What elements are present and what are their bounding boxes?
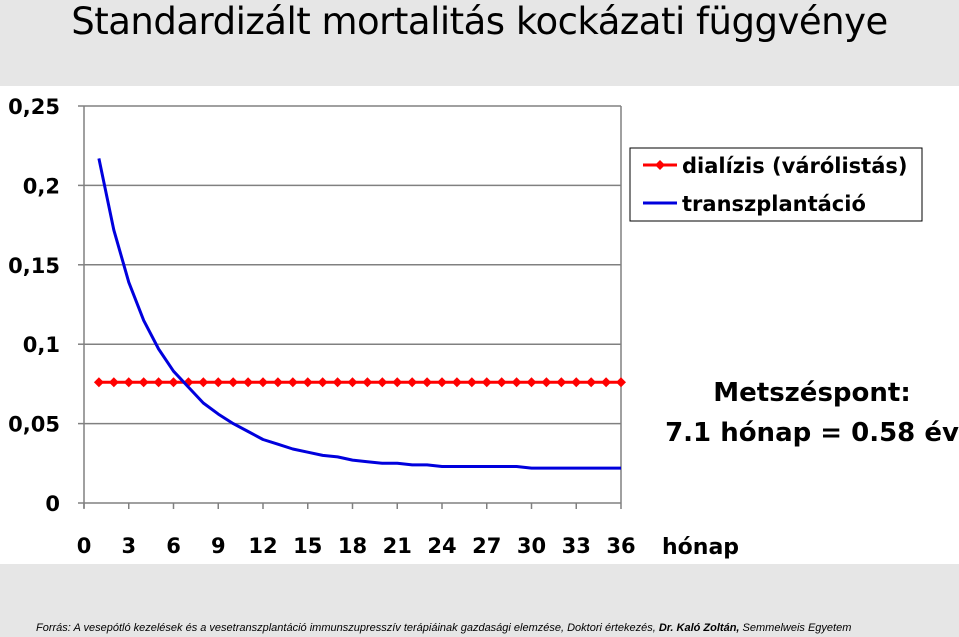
x-tick-label: 3 — [121, 534, 136, 558]
x-tick-label: 21 — [383, 534, 412, 558]
source-citation: Forrás: A vesepótló kezelések és a veset… — [36, 622, 956, 635]
y-tick-label: 0 — [45, 492, 60, 516]
series — [93, 158, 626, 470]
source-citation-text: Forrás: A vesepótló kezelések és a veset… — [36, 622, 659, 634]
data-point-dialysis — [123, 377, 134, 388]
x-tick-label: 9 — [211, 534, 226, 558]
data-point-dialysis — [422, 377, 433, 388]
data-point-dialysis — [481, 377, 492, 388]
data-point-dialysis — [556, 377, 567, 388]
data-point-dialysis — [451, 377, 462, 388]
data-point-dialysis — [108, 377, 119, 388]
data-point-dialysis — [317, 377, 328, 388]
y-tick-label: 0,15 — [8, 254, 60, 278]
axes — [78, 105, 622, 509]
legend-box — [629, 147, 923, 222]
data-point-dialysis — [392, 377, 403, 388]
legend-marker-dialysis — [655, 160, 665, 170]
legend-label-dialysis: dialízis (várólistás) — [682, 154, 907, 178]
x-tick-label: 36 — [606, 534, 635, 558]
x-tick-label: 33 — [562, 534, 591, 558]
data-point-dialysis — [586, 377, 597, 388]
x-tick-label: 30 — [517, 534, 546, 558]
series-line-transplant — [97, 158, 621, 470]
x-tick-label: 27 — [472, 534, 501, 558]
x-tick-label: 6 — [166, 534, 181, 558]
slide-title: Standardizált mortalitás kockázati függv… — [71, 0, 888, 43]
data-point-dialysis — [213, 377, 224, 388]
x-tick-label: 24 — [427, 534, 456, 558]
x-tick-labels: 0 3 6 9 12 15 18 21 24 27 30 33 36 — [77, 534, 636, 558]
data-point-dialysis — [138, 377, 149, 388]
data-point-dialysis — [258, 377, 268, 388]
source-citation-institution: Semmelweis Egyetem — [739, 622, 852, 634]
data-point-dialysis — [571, 377, 582, 388]
legend: dialízis (várólistás) transzplantáció — [629, 147, 923, 222]
y-tick-labels: 0 0,05 0,1 0,15 0,2 0,25 — [8, 95, 60, 516]
data-point-dialysis — [198, 377, 209, 388]
data-point-dialysis — [347, 377, 358, 388]
data-point-dialysis — [526, 377, 537, 388]
data-point-dialysis — [93, 377, 104, 388]
data-point-dialysis — [437, 377, 447, 388]
source-citation-author: Dr. Kaló Zoltán, — [658, 622, 740, 634]
data-point-dialysis — [541, 377, 552, 388]
grid-lines — [84, 105, 621, 425]
data-point-dialysis — [272, 377, 283, 388]
data-point-dialysis — [332, 377, 343, 388]
x-axis-label: hónap — [662, 535, 739, 560]
x-tick-label: 18 — [338, 534, 367, 558]
data-point-dialysis — [362, 377, 373, 388]
intersection-annotation-value: 7.1 hónap = 0.58 év — [665, 418, 959, 448]
chart-panel: 0 0,05 0,1 0,15 0,2 0,25 0 3 6 9 12 15 18 21 24 27 30 33… — [0, 86, 959, 564]
y-tick-label: 0,25 — [8, 95, 60, 119]
data-point-dialysis — [168, 377, 179, 388]
data-point-dialysis — [616, 377, 626, 388]
y-tick-label: 0,2 — [23, 174, 60, 198]
data-point-dialysis — [407, 377, 418, 388]
data-point-dialysis — [302, 377, 313, 388]
y-tick-label: 0,1 — [23, 333, 60, 357]
x-tick-label: 0 — [77, 534, 92, 558]
y-tick-label: 0,05 — [8, 413, 60, 437]
x-tick-label: 12 — [248, 534, 277, 558]
data-point-dialysis — [496, 377, 507, 388]
data-point-dialysis — [466, 377, 477, 388]
x-tick-label: 15 — [293, 534, 322, 558]
data-point-dialysis — [153, 377, 164, 388]
data-point-dialysis — [228, 377, 239, 388]
legend-label-transplant: transzplantáció — [682, 192, 866, 216]
data-point-dialysis — [377, 377, 388, 388]
line-chart: 00,050,10,150,20,25 0 3 6 9 12 15 18 21 24 27 30 33… — [8, 95, 959, 560]
data-point-dialysis — [287, 377, 298, 388]
data-point-dialysis — [601, 377, 612, 388]
data-point-dialysis — [511, 377, 522, 388]
data-point-dialysis — [243, 377, 254, 388]
intersection-annotation-title: Metszéspont: — [713, 378, 910, 408]
